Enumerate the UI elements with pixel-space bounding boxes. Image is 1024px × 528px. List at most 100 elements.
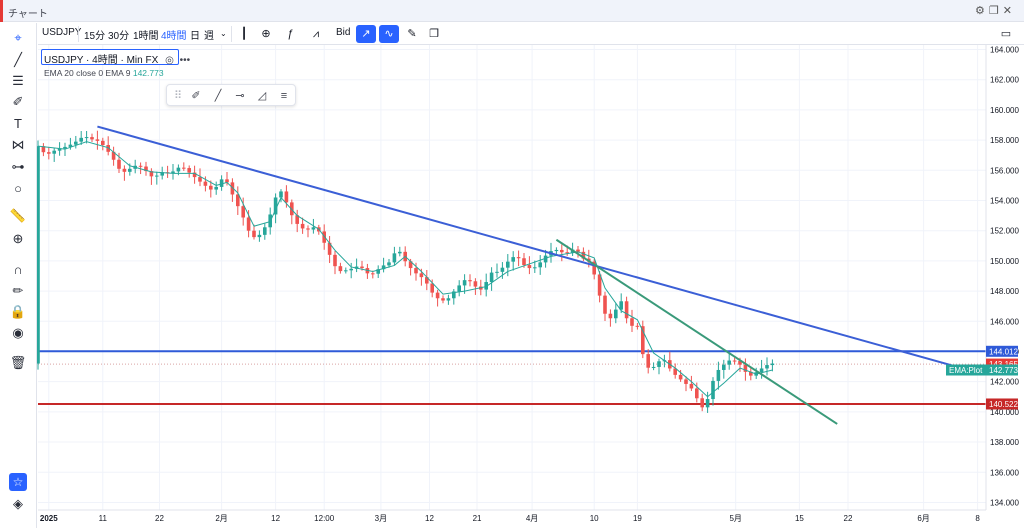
candle bbox=[560, 244, 564, 262]
candle bbox=[41, 143, 46, 157]
candle bbox=[257, 230, 262, 242]
line-chart-icon[interactable]: ↗ bbox=[356, 25, 376, 43]
add-icon[interactable]: ⊕ bbox=[261, 28, 271, 40]
price-tick-label: 146.000 bbox=[990, 317, 1019, 326]
layers-icon[interactable]: ◈ bbox=[13, 496, 23, 511]
ray-tool-icon[interactable]: ⊸ bbox=[235, 90, 245, 102]
list-tool-icon[interactable]: ≡ bbox=[280, 90, 288, 102]
candle bbox=[392, 246, 397, 266]
line-tool-icon[interactable]: ╱ bbox=[214, 90, 222, 102]
copy-icon[interactable]: ❐ bbox=[429, 28, 439, 40]
candle bbox=[651, 362, 656, 371]
candle bbox=[473, 278, 478, 295]
symbol-selector[interactable]: USDJPY bbox=[42, 27, 82, 38]
drag-handle-icon[interactable]: ⠿ bbox=[173, 90, 183, 102]
interval-15m[interactable]: 15分 bbox=[84, 31, 106, 42]
candle bbox=[306, 225, 310, 238]
candle-body bbox=[187, 168, 191, 173]
candle-body bbox=[284, 191, 289, 203]
symbol-legend-box[interactable] bbox=[41, 49, 179, 65]
chart-type-icon[interactable]: ⩘ bbox=[312, 28, 320, 40]
candle-body bbox=[506, 261, 510, 268]
candle bbox=[387, 259, 391, 268]
settings-icon[interactable]: ⚙ bbox=[975, 5, 989, 17]
candle-body bbox=[581, 251, 586, 259]
candle bbox=[106, 136, 110, 156]
candle-body bbox=[209, 185, 213, 190]
candle bbox=[641, 320, 645, 359]
green_trendline[interactable] bbox=[555, 238, 838, 425]
legend-title: USDJPY · 4時間 · Min FX bbox=[44, 55, 159, 66]
candle bbox=[614, 303, 618, 324]
interval-day[interactable]: 日 bbox=[190, 31, 200, 42]
pen-tool-icon[interactable]: ✐ bbox=[191, 90, 201, 102]
restore-icon[interactable]: ❐ bbox=[988, 5, 1003, 17]
wave-chart-icon[interactable]: ∿ bbox=[379, 25, 399, 43]
candle bbox=[230, 178, 235, 202]
candle-body bbox=[236, 194, 240, 207]
candle-body bbox=[716, 369, 721, 381]
ema-line bbox=[37, 141, 773, 398]
interval-4h[interactable]: 4時間 bbox=[161, 31, 187, 42]
measure-tool-icon[interactable]: ⊶ bbox=[11, 159, 25, 174]
price-source-button[interactable]: Bid bbox=[336, 27, 351, 38]
horizontal-lines-tool-icon[interactable]: ☰ bbox=[12, 73, 24, 88]
candle bbox=[376, 265, 380, 279]
circle-tool-icon[interactable]: ○ bbox=[14, 181, 22, 196]
horizontal-lines bbox=[38, 350, 986, 405]
floating-drawing-toolbar: ⠿ ✐ ╱ ⊸ ◿ ≡ bbox=[166, 84, 296, 106]
candle-body bbox=[603, 295, 607, 314]
fill-tool-icon[interactable]: ◿ bbox=[257, 90, 267, 102]
zoom-in-icon[interactable]: ⊕ bbox=[12, 231, 24, 246]
indicators-icon[interactable]: ƒ bbox=[286, 28, 294, 40]
candle-body bbox=[484, 282, 488, 290]
candle-body bbox=[79, 137, 83, 142]
candle bbox=[381, 257, 386, 273]
interval-1h[interactable]: 1時間 bbox=[133, 31, 159, 42]
candle bbox=[705, 391, 710, 413]
chevron-down-icon[interactable]: ⌄ bbox=[220, 29, 227, 38]
symbol-legend[interactable]: USDJPY · 4時間 · Min FX ◎ ••• bbox=[44, 51, 190, 66]
candle bbox=[538, 255, 542, 275]
lock-icon[interactable]: 🔒 bbox=[9, 304, 27, 319]
magnet-icon[interactable]: ∩ bbox=[13, 262, 23, 277]
pattern-tool-icon[interactable]: ⋈ bbox=[11, 137, 25, 152]
ruler-icon[interactable]: 📏 bbox=[9, 208, 27, 223]
candle-body bbox=[182, 167, 186, 169]
candle-body bbox=[192, 172, 197, 178]
candle bbox=[198, 168, 202, 187]
crosshair-icon[interactable]: ⌖ bbox=[14, 30, 22, 45]
candle bbox=[327, 236, 332, 264]
ema-legend[interactable]: EMA 20 close 0 EMA 9 142.773 bbox=[44, 68, 164, 78]
candle bbox=[592, 259, 596, 280]
drawing-pen-icon[interactable]: ✎ bbox=[407, 28, 417, 40]
toolbar-divider bbox=[78, 26, 79, 42]
blue_trendline[interactable] bbox=[97, 125, 968, 371]
candle-style-icon[interactable]: ┃ bbox=[240, 28, 248, 40]
candle-body bbox=[327, 242, 332, 255]
window-controls[interactable]: ⚙❐✕ bbox=[975, 4, 1016, 17]
price-tick-label: 158.000 bbox=[990, 136, 1019, 145]
close-icon[interactable]: ✕ bbox=[1002, 5, 1016, 17]
candle bbox=[695, 382, 699, 403]
interval-30m[interactable]: 30分 bbox=[108, 31, 130, 42]
trendline-tool-icon[interactable]: ╱ bbox=[14, 52, 22, 67]
brush-tool-icon[interactable]: ✐ bbox=[12, 94, 24, 109]
lock-drawing-icon[interactable]: ✏ bbox=[12, 283, 24, 298]
interval-week[interactable]: 週 bbox=[204, 31, 214, 42]
text-tool-icon[interactable]: T bbox=[14, 116, 22, 131]
candle-body bbox=[641, 326, 645, 355]
more-icon[interactable]: ••• bbox=[179, 55, 191, 66]
favorites-star-icon[interactable]: ☆ bbox=[9, 473, 27, 491]
candle bbox=[263, 223, 267, 240]
candle-body bbox=[516, 257, 521, 259]
layout-icon[interactable]: ▭ bbox=[1000, 28, 1012, 40]
candle-body bbox=[705, 399, 710, 408]
candle bbox=[398, 246, 402, 257]
eye-icon[interactable]: ◉ bbox=[12, 325, 24, 340]
eye-icon[interactable]: ◎ bbox=[165, 55, 174, 66]
candle bbox=[155, 171, 159, 185]
candle-body bbox=[63, 146, 67, 149]
trash-icon[interactable]: 🗑 bbox=[9, 355, 27, 370]
